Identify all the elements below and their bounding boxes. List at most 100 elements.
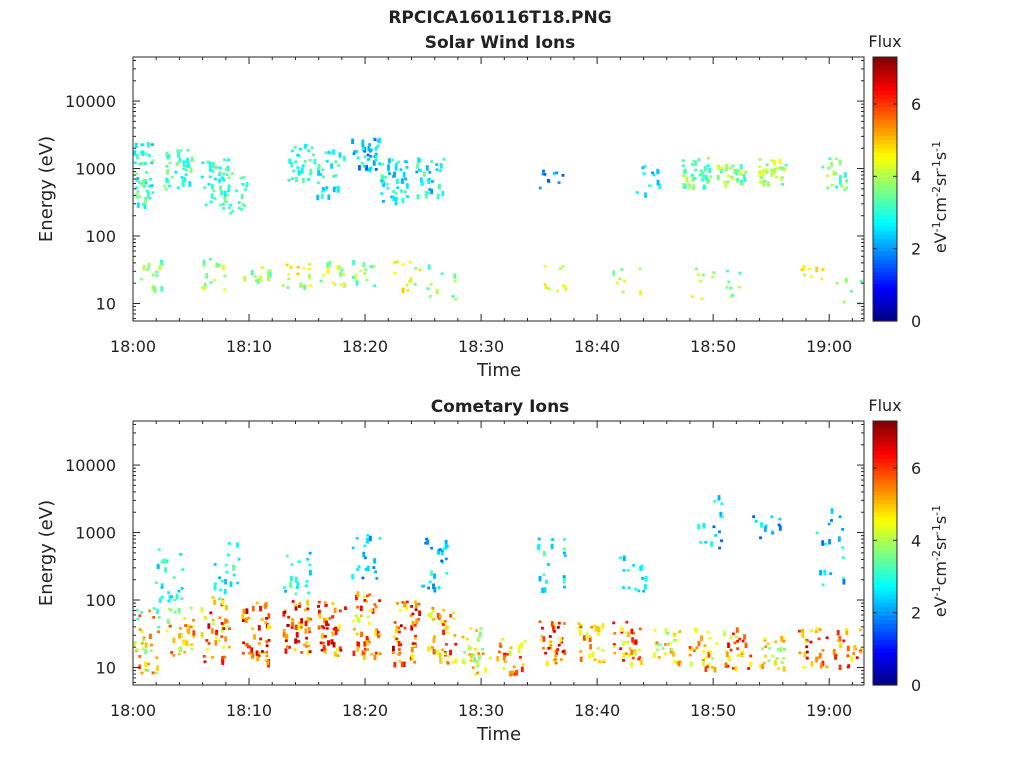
spectrogram-cell: [320, 193, 324, 200]
spectrogram-cell: [304, 620, 308, 627]
spectrogram-cell: [413, 282, 417, 286]
colorbar-label: eV-1cm-2sr-1s-1: [930, 141, 951, 253]
spectrogram-cell: [211, 161, 215, 168]
spectrogram-cell: [227, 176, 231, 180]
spectrogram-cell: [739, 179, 743, 186]
colorbar-segment: [873, 619, 897, 624]
spectrogram-cell: [759, 536, 762, 540]
spectrogram-cell: [323, 648, 327, 654]
colorbar-segment: [873, 524, 897, 529]
spectrogram-cell: [782, 657, 786, 660]
spectrogram-cell: [309, 172, 312, 176]
spectrogram-cell: [351, 574, 355, 580]
spectrogram-cell: [441, 552, 445, 555]
spectrogram-cell: [366, 648, 370, 652]
spectrogram-cell: [214, 640, 218, 646]
spectrogram-cell: [285, 645, 289, 648]
spectrogram-cell: [509, 646, 513, 650]
spectrogram-cell: [454, 297, 457, 301]
spectrogram-cell: [318, 609, 321, 616]
spectrogram-cell: [692, 184, 696, 190]
spectrogram-cell: [223, 190, 227, 197]
spectrogram-cell: [144, 648, 148, 655]
spectrogram-cell: [319, 173, 323, 176]
y-axis-label: Energy (eV): [36, 500, 57, 606]
spectrogram-cell: [818, 652, 822, 659]
spectrogram-cell: [322, 187, 325, 190]
spectrogram-cell: [709, 175, 713, 179]
spectrogram-cell: [201, 286, 205, 289]
spectrogram-cell: [268, 272, 272, 278]
spectrogram-cell: [414, 602, 418, 608]
spectrogram-cell: [224, 579, 227, 585]
spectrogram-cell: [148, 196, 152, 200]
spectrogram-cell: [440, 657, 444, 664]
spectrogram-cell: [367, 640, 371, 644]
spectrogram-cell: [547, 287, 551, 291]
spectrogram-cell: [149, 177, 152, 181]
spectrogram-cell: [360, 161, 364, 165]
spectrogram-cell: [545, 579, 549, 583]
spectrogram-cell: [638, 648, 641, 652]
spectrogram-cell: [403, 626, 407, 630]
spectrogram-cell: [428, 170, 432, 174]
spectrogram-cell: [579, 625, 583, 629]
spectrogram-cell: [323, 617, 327, 624]
spectrogram-cell: [363, 648, 367, 651]
spectrogram-cell: [440, 559, 444, 563]
spectrogram-cell: [237, 201, 241, 204]
spectrogram-cell: [368, 168, 371, 172]
spectrogram-cell: [174, 170, 178, 174]
spectrogram-cell: [601, 623, 605, 629]
spectrogram-cell: [739, 164, 743, 170]
spectrogram-cell: [563, 538, 566, 541]
spectrogram-cell: [145, 171, 148, 174]
spectrogram-cell: [675, 638, 679, 642]
spectrogram-cell: [398, 651, 402, 655]
spectrogram-cell: [417, 618, 420, 621]
spectrogram-cell: [637, 657, 641, 661]
spectrogram-cell: [182, 161, 186, 167]
spectrogram-cell: [242, 641, 246, 645]
colorbar-segment: [873, 577, 897, 583]
spectrogram-cell: [542, 646, 545, 650]
spectrogram-cell: [267, 613, 271, 619]
spectrogram-cell: [203, 186, 207, 190]
spectrogram-cell: [469, 627, 473, 630]
spectrogram-cell: [399, 643, 403, 647]
spectrogram-cell: [237, 557, 241, 561]
spectrogram-cell: [830, 161, 834, 168]
colorbar-segment: [873, 226, 897, 231]
spectrogram-cell: [267, 639, 271, 642]
spectrogram-cell: [563, 585, 566, 589]
spectrogram-cell: [398, 659, 402, 663]
spectrogram-cell: [749, 654, 753, 658]
spectrogram: [133, 495, 863, 677]
spectrogram-cell: [355, 150, 359, 154]
spectrogram-cell: [562, 578, 566, 584]
spectrogram-cell: [853, 644, 857, 651]
spectrogram-cell: [382, 181, 386, 187]
spectrogram-cell: [188, 643, 192, 647]
spectrogram-cell: [339, 283, 343, 286]
spectrogram-cell: [393, 171, 396, 178]
spectrogram-cell: [736, 639, 740, 643]
spectrogram-cell: [157, 548, 161, 552]
spectrogram-cell: [218, 576, 221, 580]
spectrogram-cell: [404, 190, 407, 194]
spectrogram-cell: [578, 629, 582, 636]
spectrogram-cell: [380, 192, 384, 196]
spectrogram-cell: [150, 184, 154, 188]
spectrogram-cell: [724, 662, 728, 668]
spectrogram-cell: [708, 167, 712, 174]
spectrogram-cell: [300, 651, 304, 654]
spectrogram-cell: [441, 561, 445, 564]
colorbar-segment: [873, 573, 897, 579]
spectrogram-cell: [835, 185, 839, 189]
colorbar-segment: [873, 656, 897, 661]
colorbar-segment: [873, 458, 897, 463]
spectrogram-cell: [168, 624, 172, 628]
spectrogram-cell: [181, 180, 185, 186]
spectrogram-cell: [698, 173, 702, 177]
colorbar-segment: [873, 454, 897, 459]
